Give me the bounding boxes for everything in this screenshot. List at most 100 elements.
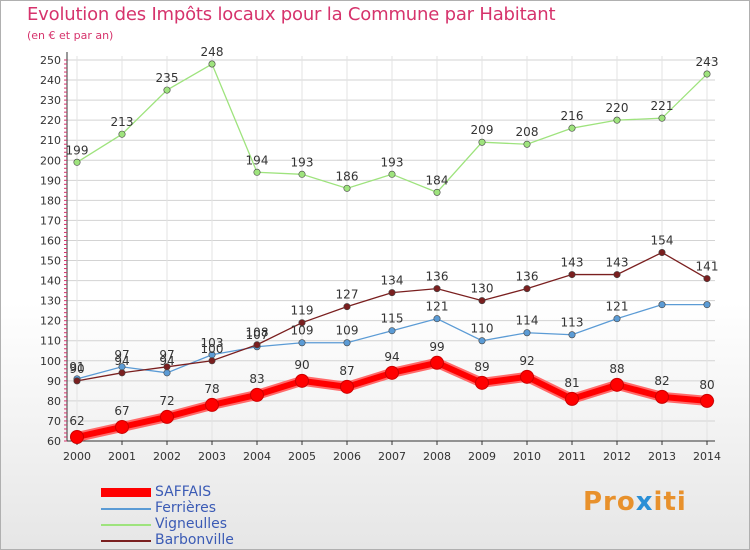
- data-point-ferrieres: [658, 301, 666, 309]
- data-label-saffais: 72: [159, 394, 174, 408]
- data-label-barbonville: 136: [516, 270, 539, 284]
- data-point-ferrieres: [388, 327, 396, 335]
- data-label-vigneulles: 248: [201, 45, 224, 59]
- data-label-ferrieres: 110: [471, 322, 494, 336]
- data-label-barbonville: 143: [561, 256, 584, 270]
- data-label-barbonville: 97: [159, 348, 174, 362]
- data-label-ferrieres: 103: [201, 336, 224, 350]
- data-label-saffais: 92: [519, 354, 534, 368]
- data-point-barbonville: [478, 297, 486, 305]
- data-label-ferrieres: 121: [606, 300, 629, 314]
- data-point-barbonville: [298, 319, 306, 327]
- data-label-vigneulles: 208: [516, 125, 539, 139]
- data-label-vigneulles: 209: [471, 123, 494, 137]
- x-tick-label: 2010: [513, 450, 541, 463]
- y-tick-label: 200: [40, 154, 61, 167]
- y-tick-label: 90: [47, 375, 61, 388]
- data-label-saffais: 89: [474, 360, 489, 374]
- data-point-saffais: [250, 387, 264, 402]
- legend-swatch-barbonville: [101, 540, 151, 542]
- data-label-ferrieres: 107: [246, 328, 269, 342]
- data-point-barbonville: [253, 341, 261, 349]
- legend-label-saffais: SAFFAIS: [155, 484, 212, 500]
- data-label-ferrieres: 91: [69, 360, 84, 374]
- data-point-saffais: [115, 419, 129, 434]
- data-label-ferrieres: 114: [516, 314, 539, 328]
- x-tick-label: 2012: [603, 450, 631, 463]
- x-tick-label: 2002: [153, 450, 181, 463]
- data-label-barbonville: 154: [651, 234, 674, 248]
- data-point-vigneulles: [478, 138, 486, 146]
- data-point-saffais: [610, 377, 624, 392]
- data-point-ferrieres: [613, 315, 621, 323]
- data-point-saffais: [340, 379, 354, 394]
- data-label-saffais: 99: [429, 340, 444, 354]
- data-label-ferrieres: 109: [291, 324, 314, 338]
- x-tick-label: 2000: [63, 450, 91, 463]
- data-label-ferrieres: 113: [561, 316, 584, 330]
- x-tick-label: 2013: [648, 450, 676, 463]
- y-tick-label: 110: [40, 335, 61, 348]
- data-point-barbonville: [163, 363, 171, 371]
- x-tick-label: 2001: [108, 450, 136, 463]
- data-label-vigneulles: 193: [381, 155, 404, 169]
- y-tick-label: 220: [40, 114, 61, 127]
- data-label-barbonville: 108: [246, 326, 269, 340]
- data-label-barbonville: 141: [696, 260, 719, 274]
- data-point-saffais: [430, 355, 444, 370]
- data-point-saffais: [205, 397, 219, 412]
- data-label-vigneulles: 186: [336, 169, 359, 183]
- data-label-vigneulles: 184: [426, 173, 449, 187]
- data-label-vigneulles: 220: [606, 101, 629, 115]
- legend-label-ferrieres: Ferrières: [155, 500, 217, 516]
- data-point-ferrieres: [523, 329, 531, 337]
- data-point-ferrieres: [298, 339, 306, 347]
- data-label-barbonville: 94: [114, 354, 129, 368]
- y-tick-label: 170: [40, 214, 61, 227]
- y-tick-label: 160: [40, 234, 61, 247]
- data-point-saffais: [655, 389, 669, 404]
- data-label-vigneulles: 194: [246, 153, 269, 167]
- data-point-barbonville: [613, 271, 621, 279]
- data-label-saffais: 78: [204, 382, 219, 396]
- y-tick-label: 250: [40, 54, 61, 67]
- data-point-ferrieres: [433, 315, 441, 323]
- data-point-barbonville: [208, 357, 216, 365]
- data-point-ferrieres: [703, 301, 711, 309]
- chart-title: Evolution des Impôts locaux pour la Comm…: [27, 4, 556, 25]
- data-point-saffais: [475, 375, 489, 390]
- y-tick-label: 140: [40, 275, 61, 288]
- data-label-vigneulles: 193: [291, 155, 314, 169]
- data-point-barbonville: [703, 275, 711, 283]
- legend-label-vigneulles: Vigneulles: [155, 516, 228, 532]
- legend-swatch-saffais: [101, 488, 151, 497]
- data-label-saffais: 62: [69, 414, 84, 428]
- data-point-barbonville: [433, 285, 441, 293]
- x-tick-label: 2005: [288, 450, 316, 463]
- data-label-ferrieres: 121: [426, 300, 449, 314]
- data-point-saffais: [160, 409, 174, 424]
- data-label-barbonville: 90: [69, 362, 84, 376]
- y-tick-label: 150: [40, 255, 61, 268]
- data-label-ferrieres: 109: [336, 324, 359, 338]
- y-tick-label: 230: [40, 94, 61, 107]
- data-point-vigneulles: [568, 124, 576, 132]
- data-point-vigneulles: [433, 188, 441, 196]
- data-point-vigneulles: [523, 140, 531, 148]
- y-tick-label: 100: [40, 355, 61, 368]
- data-label-barbonville: 119: [291, 304, 314, 318]
- y-tick-label: 180: [40, 194, 61, 207]
- data-point-vigneulles: [163, 86, 171, 94]
- data-point-ferrieres: [568, 331, 576, 339]
- data-label-vigneulles: 243: [696, 55, 719, 69]
- legend-swatch-vigneulles: [101, 524, 151, 526]
- y-tick-label: 60: [47, 435, 61, 448]
- data-point-ferrieres: [343, 339, 351, 347]
- data-label-saffais: 81: [564, 376, 579, 390]
- data-label-saffais: 82: [654, 374, 669, 388]
- x-tick-label: 2004: [243, 450, 271, 463]
- data-point-saffais: [565, 391, 579, 406]
- data-point-barbonville: [388, 289, 396, 297]
